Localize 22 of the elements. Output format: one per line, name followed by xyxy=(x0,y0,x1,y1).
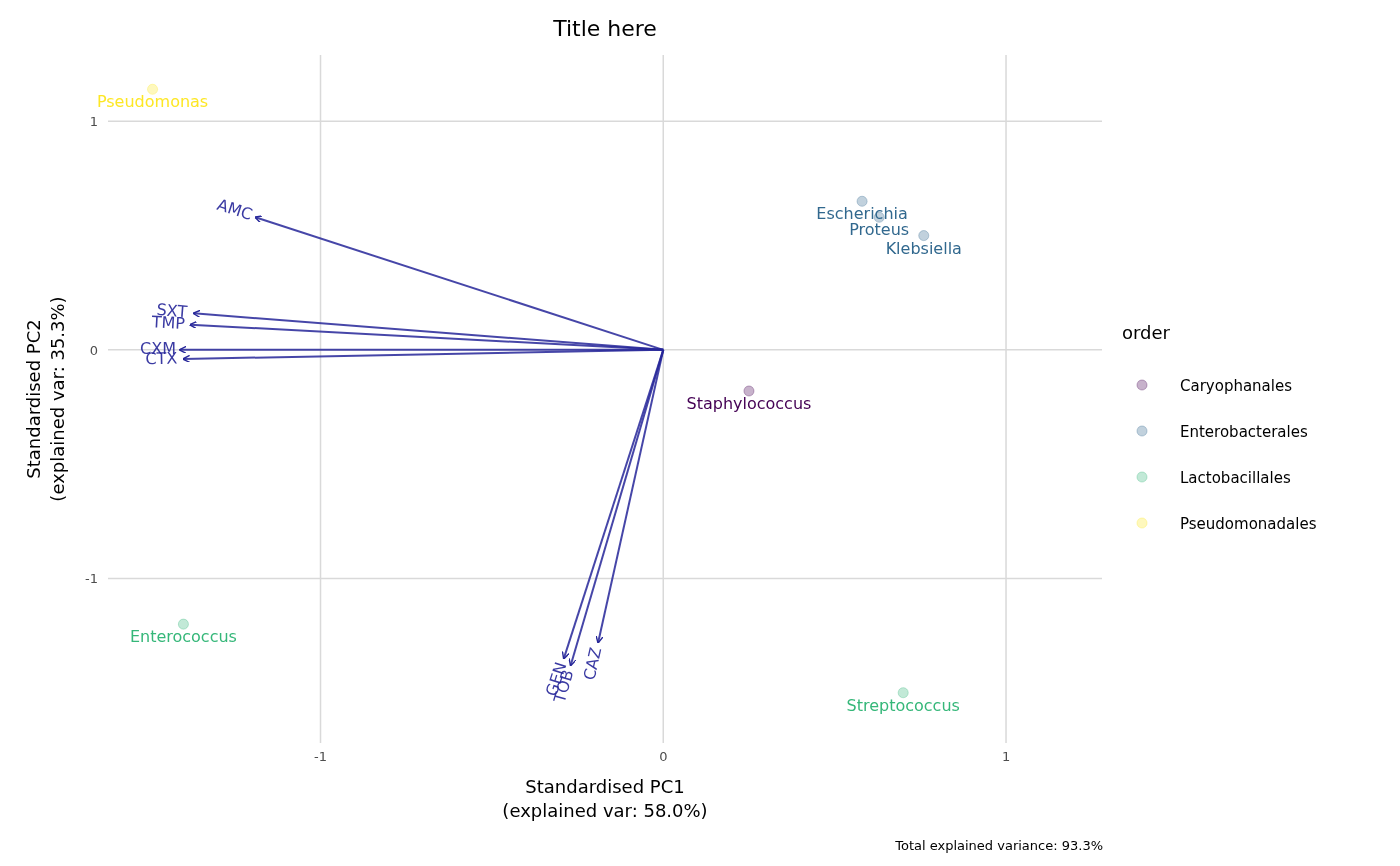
legend-label: Pseudomonadales xyxy=(1180,515,1317,533)
x-tick-label: 1 xyxy=(1001,749,1011,764)
text: Total explained variance: 93.3% xyxy=(894,838,1103,853)
chart-title: Title here xyxy=(552,16,657,41)
legend-title: order xyxy=(1122,322,1171,343)
annotation: Pseudomonas xyxy=(96,92,209,112)
annotation: Streptococcus xyxy=(846,695,960,715)
x-tick-label: -1 xyxy=(314,749,327,764)
annotation: Staphylococcus xyxy=(686,394,812,413)
x-axis-title: Standardised PC1 (explained var: 58.0%) xyxy=(502,776,708,821)
legend-label: Lactobacillales xyxy=(1180,469,1291,487)
x-tick-label: 0 xyxy=(659,749,668,764)
y-tick-label: 0 xyxy=(89,342,98,358)
legend-label: Enterobacterales xyxy=(1180,423,1308,441)
y-tick-label: 1 xyxy=(89,114,98,130)
y-tick-label: -1 xyxy=(85,571,98,587)
annotation: Enterococcus xyxy=(129,627,237,647)
annotation: CAZ xyxy=(579,645,606,682)
annotation: Klebsiella xyxy=(885,238,962,258)
y-axis-title: Standardised PC2 (explained var: 35.3%) xyxy=(23,296,68,502)
annotation: AMC xyxy=(214,194,255,225)
legend-label: Caryophanales xyxy=(1180,377,1293,395)
